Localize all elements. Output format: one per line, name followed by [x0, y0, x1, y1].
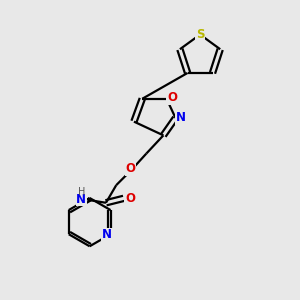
Text: O: O [126, 162, 136, 176]
Text: O: O [167, 91, 177, 104]
Text: S: S [196, 28, 204, 41]
Text: N: N [102, 228, 112, 241]
Text: H: H [77, 188, 85, 197]
Text: O: O [125, 192, 135, 205]
Text: N: N [176, 112, 186, 124]
Text: N: N [76, 193, 86, 206]
